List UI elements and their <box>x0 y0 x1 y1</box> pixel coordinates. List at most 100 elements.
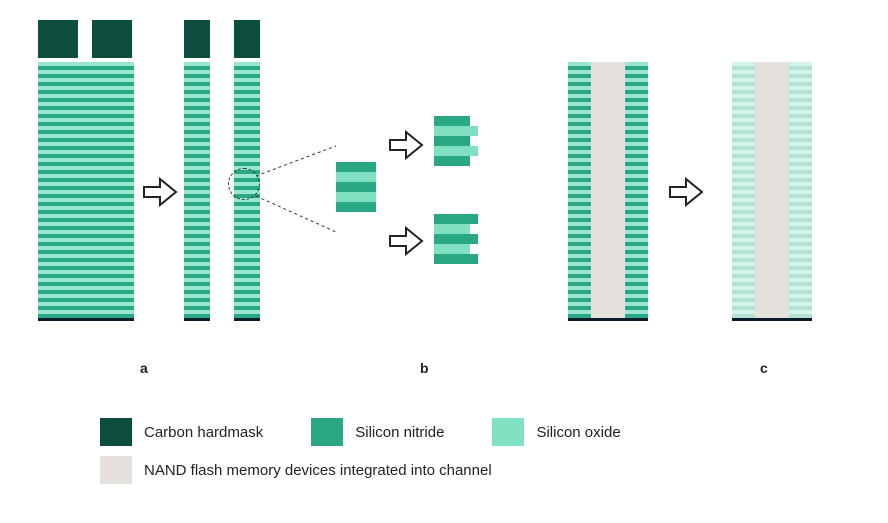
layer-oxide <box>38 206 134 210</box>
layer-oxide <box>38 262 134 266</box>
layer-oxide <box>38 254 134 258</box>
legend-row: NAND flash memory devices integrated int… <box>100 456 868 484</box>
layer-oxide <box>234 118 260 122</box>
channel <box>755 62 789 318</box>
layer-oxide <box>184 158 210 162</box>
layer-oxide <box>184 78 210 82</box>
layer-oxide <box>184 182 210 186</box>
layer-oxide <box>38 118 134 122</box>
layer-oxide <box>184 254 210 258</box>
layer-oxide <box>38 62 134 66</box>
zoom-nitride <box>434 254 478 264</box>
layer-oxide <box>184 262 210 266</box>
hardmask-blocks <box>38 20 134 58</box>
layer-oxide <box>184 198 210 202</box>
layer-oxide <box>184 142 210 146</box>
layer-oxide <box>38 182 134 186</box>
layer-oxide <box>38 166 134 170</box>
layer-oxide <box>38 70 134 74</box>
layer-oxide <box>184 134 210 138</box>
layer-oxide <box>234 70 260 74</box>
layer-oxide <box>184 86 210 90</box>
layer-oxide <box>38 238 134 242</box>
layer-oxide <box>38 134 134 138</box>
zoom-nitride <box>434 136 470 146</box>
layer-oxide <box>234 254 260 258</box>
layer-oxide <box>38 294 134 298</box>
layer-oxide <box>184 174 210 178</box>
panel-label-c: c <box>760 360 768 376</box>
layer-oxide <box>184 214 210 218</box>
hardmask-block <box>184 20 210 58</box>
layer-oxide <box>184 110 210 114</box>
layer-oxide <box>38 110 134 114</box>
layer-oxide <box>184 238 210 242</box>
layer-oxide <box>184 94 210 98</box>
layer-oxide <box>234 246 260 250</box>
legend-text: NAND flash memory devices integrated int… <box>144 462 492 479</box>
layer-oxide <box>184 70 210 74</box>
zoom-nitride <box>434 116 470 126</box>
layer-oxide <box>38 310 134 314</box>
legend-text: Silicon nitride <box>355 424 444 441</box>
layer-nitride <box>234 314 260 318</box>
legend-item-hardmask: Carbon hardmask <box>100 418 263 446</box>
legend-swatch <box>100 456 132 484</box>
layer-oxide <box>184 302 210 306</box>
layer-oxide <box>234 134 260 138</box>
hardmask-blocks <box>184 20 260 58</box>
zoom-oxide <box>434 244 470 254</box>
layer-oxide <box>38 174 134 178</box>
legend-item-channel: NAND flash memory devices integrated int… <box>100 456 492 484</box>
layer-oxide <box>38 270 134 274</box>
layer-oxide <box>184 118 210 122</box>
layer-oxide <box>234 86 260 90</box>
zoom-oxide <box>336 192 376 202</box>
zoom-guide-lines <box>256 140 338 240</box>
layer-oxide <box>184 126 210 130</box>
layer-oxide <box>184 230 210 234</box>
layer-oxide <box>234 310 260 314</box>
zoom-oxide <box>434 224 470 234</box>
layer-oxide <box>234 286 260 290</box>
layer-oxide <box>38 214 134 218</box>
arrow-icon <box>668 175 706 209</box>
arrow-icon <box>142 175 180 209</box>
legend-text: Carbon hardmask <box>144 424 263 441</box>
zoom-detail <box>336 162 376 212</box>
panel-label-a: a <box>140 360 148 376</box>
zoom-oxide <box>336 172 376 182</box>
layer-nitride <box>184 314 210 318</box>
panel-c-result-stack <box>732 62 812 321</box>
layer-oxide <box>234 94 260 98</box>
zoom-nitride <box>336 202 376 212</box>
layer-oxide <box>38 158 134 162</box>
zoom-oxide <box>434 126 478 136</box>
zoom-nitride <box>336 182 376 192</box>
process-diagram: a b c <box>20 20 868 400</box>
layer-oxide <box>38 94 134 98</box>
layer-oxide <box>38 150 134 154</box>
panel-label-b: b <box>420 360 429 376</box>
layer-oxide <box>38 230 134 234</box>
layer-oxide <box>234 126 260 130</box>
layer-oxide <box>184 166 210 170</box>
layer-oxide <box>38 126 134 130</box>
zoom-nitride <box>434 214 478 224</box>
layer-oxide <box>184 278 210 282</box>
layer-oxide <box>184 206 210 210</box>
panel-a-initial-stack <box>38 20 134 321</box>
legend-item-oxide: Silicon oxide <box>492 418 620 446</box>
zoom-result-bottom <box>434 214 478 264</box>
hardmask-block <box>234 20 260 58</box>
legend-text: Silicon oxide <box>536 424 620 441</box>
layer-oxide <box>184 294 210 298</box>
hardmask-block <box>92 20 132 58</box>
legend-swatch <box>492 418 524 446</box>
layer-oxide <box>184 102 210 106</box>
zoom-oxide <box>434 146 478 156</box>
layer-oxide <box>184 150 210 154</box>
layer-oxide <box>234 78 260 82</box>
layer-oxide <box>234 110 260 114</box>
layer-oxide <box>184 222 210 226</box>
